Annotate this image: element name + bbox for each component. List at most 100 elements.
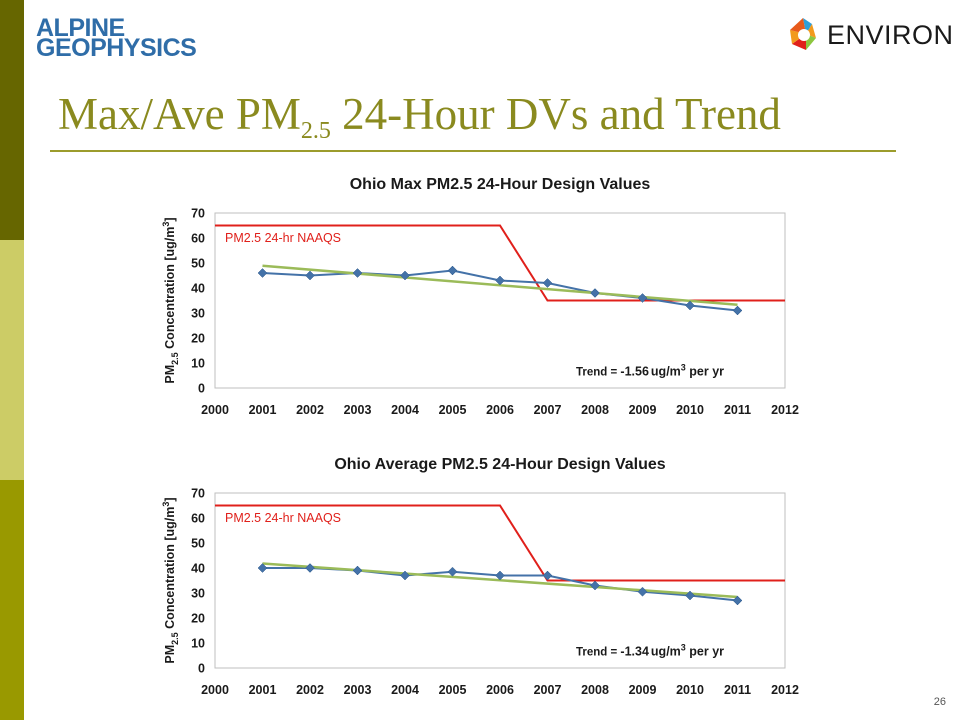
trend-suffix: per yr (686, 645, 724, 659)
data-point (352, 268, 363, 278)
x-tick-label: 2005 (439, 403, 467, 417)
y-label-superscript: 3 (161, 222, 171, 227)
x-tick-label: 2012 (771, 683, 799, 697)
y-label-main: Concentration [ug/m (163, 227, 177, 353)
data-point (447, 265, 458, 276)
data-point (637, 586, 648, 597)
data-point (447, 566, 458, 577)
y-tick-label: 50 (191, 537, 205, 551)
x-tick-label: 2010 (676, 683, 704, 697)
x-tick-label: 2007 (534, 683, 562, 697)
x-tick-label: 2001 (249, 683, 277, 697)
x-tick-label: 2010 (676, 403, 704, 417)
y-tick-label: 30 (191, 307, 205, 321)
slide-title: Max/Ave PM2.5 24-Hour DVs and Trend (58, 88, 781, 143)
chart-title: Ohio Average PM2.5 24-Hour Design Values (334, 456, 665, 473)
trend-prefix: Trend = (576, 367, 620, 379)
sidebar-band-top (0, 0, 24, 240)
trend-prefix: Trend = (576, 647, 620, 659)
data-point (257, 563, 268, 573)
data-point (542, 570, 553, 581)
x-tick-label: 2012 (771, 403, 799, 417)
x-tick-label: 2009 (629, 403, 657, 417)
slide-title-suffix: 24-Hour DVs and Trend (330, 89, 781, 139)
environ-logo: ENVIRON (782, 14, 953, 54)
x-tick-label: 2006 (486, 403, 514, 417)
alpine-logo-line1: ALPINE (36, 14, 125, 42)
data-point (590, 288, 600, 298)
naaqs-label: PM2.5 24-hr NAAQS (225, 511, 341, 525)
title-divider (50, 150, 896, 152)
y-tick-label: 40 (191, 282, 205, 296)
y-label-end: ] (163, 217, 177, 221)
y-tick-label: 30 (191, 587, 205, 601)
trend-unit: ug/m (651, 365, 681, 379)
ohio-average-chart: Ohio Average PM2.5 24-Hour Design Values… (161, 456, 799, 697)
x-tick-label: 2011 (724, 683, 751, 697)
trend-unit: ug/m (651, 645, 681, 659)
data-point (257, 268, 268, 278)
y-tick-label: 0 (198, 662, 205, 676)
y-tick-label: 20 (191, 612, 205, 626)
x-tick-label: 2007 (534, 403, 562, 417)
data-point (685, 590, 695, 601)
y-tick-label: 50 (191, 257, 205, 271)
naaqs-label: PM2.5 24-hr NAAQS (225, 231, 341, 245)
x-tick-label: 2000 (201, 403, 229, 417)
chart-title: Ohio Max PM2.5 24-Hour Design Values (350, 176, 651, 193)
y-tick-label: 60 (191, 232, 205, 246)
y-label-main: Concentration [ug/m (163, 507, 177, 633)
y-axis-label: PM2.5 Concentration [ug/m3] (161, 217, 180, 383)
y-tick-label: 40 (191, 562, 205, 576)
data-point (732, 305, 743, 316)
data-point (637, 293, 648, 303)
y-tick-label: 20 (191, 332, 205, 346)
data-point (495, 570, 505, 581)
data-point (495, 275, 505, 286)
slide-title-prefix: Max/Ave PM (58, 89, 301, 139)
y-tick-label: 60 (191, 512, 205, 526)
x-tick-label: 2002 (296, 683, 324, 697)
naaqs-line (215, 504, 785, 582)
x-tick-label: 2009 (629, 683, 657, 697)
data-point (305, 563, 315, 573)
x-tick-label: 2004 (391, 683, 419, 697)
y-label-prefix: PM (163, 645, 177, 664)
x-tick-label: 2003 (344, 403, 372, 417)
x-tick-label: 2008 (581, 403, 609, 417)
data-point (352, 565, 363, 576)
page-number: 26 (933, 696, 946, 708)
y-tick-label: 70 (191, 207, 205, 221)
ohio-max-chart: Ohio Max PM2.5 24-Hour Design Values 0 10 2… (161, 176, 799, 417)
trend-annotation: Trend = -1.34 ug/m3 per yr (576, 643, 724, 659)
alpine-logo-line2: GEOPHYSICS (36, 34, 197, 62)
y-label-subscript: 2.5 (170, 352, 180, 365)
x-tick-label: 2006 (486, 683, 514, 697)
data-point (685, 300, 695, 311)
trend-value: -1.34 (620, 645, 649, 659)
x-tick-label: 2003 (344, 683, 372, 697)
y-label-end: ] (163, 497, 177, 501)
data-point (542, 278, 553, 288)
y-label-prefix: PM (163, 365, 177, 384)
y-label-subscript: 2.5 (170, 632, 180, 645)
trend-annotation: Trend = -1.56 ug/m3 per yr (576, 363, 724, 379)
x-tick-label: 2000 (201, 683, 229, 697)
trend-suffix: per yr (686, 365, 724, 379)
data-point (732, 595, 743, 606)
trend-value: -1.56 (620, 365, 649, 379)
trend-unit-superscript: 3 (681, 643, 686, 653)
data-point (590, 580, 600, 591)
sidebar-band-middle (0, 240, 24, 480)
x-tick-label: 2002 (296, 403, 324, 417)
y-axis-label: PM2.5 Concentration [ug/m3] (161, 497, 180, 663)
x-tick-label: 2004 (391, 403, 419, 417)
y-tick-label: 0 (198, 382, 205, 396)
x-tick-label: 2011 (724, 403, 751, 417)
y-label-superscript: 3 (161, 502, 171, 507)
trend-unit-superscript: 3 (681, 363, 686, 373)
data-point (400, 270, 410, 281)
naaqs-line (215, 224, 785, 302)
environ-logo-text: ENVIRON (827, 20, 954, 50)
data-point (305, 270, 315, 281)
